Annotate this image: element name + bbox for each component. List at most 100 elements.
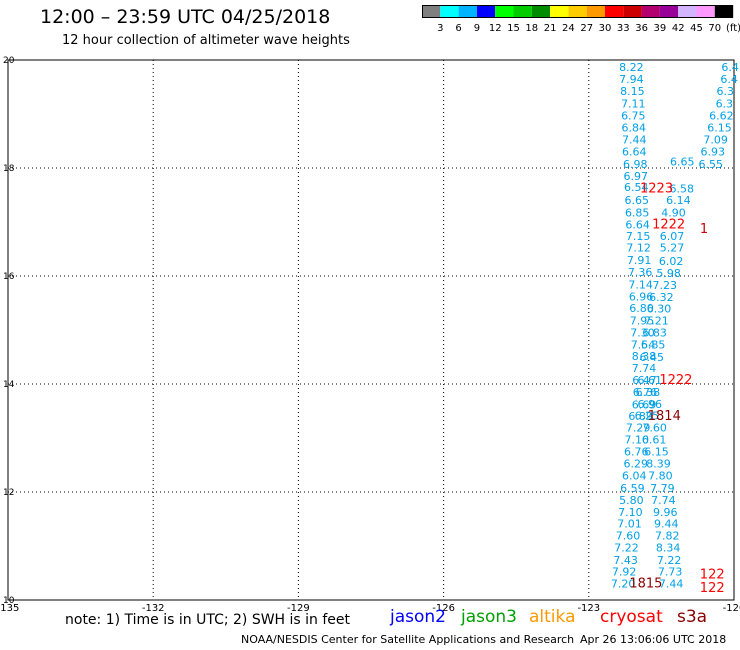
credit-line: NOAA/NESDIS Center for Satellite Applica… — [241, 633, 575, 646]
legend-tick-label: 39 — [654, 23, 667, 34]
pass-time-label: 1815 — [629, 577, 662, 592]
legend-swatch — [623, 5, 642, 18]
wave-height-value: 7.80 — [648, 470, 673, 483]
wave-height-value: 6.38 — [636, 386, 661, 399]
legend-tick-label: 30 — [599, 23, 612, 34]
generated-timestamp: Apr 26 13:06:06 UTC 2018 — [580, 633, 727, 646]
wave-height-value: 6.04 — [622, 470, 647, 483]
legend-tick-label: 33 — [617, 23, 630, 34]
wave-height-value: 6.25 — [635, 410, 660, 423]
lat-tick-label: 20 — [3, 56, 15, 66]
wave-height-value: 6.14 — [666, 194, 691, 207]
lon-tick-label: -120 — [723, 603, 740, 612]
legend-swatch — [440, 5, 459, 18]
wave-height-value: 6.47 — [632, 374, 657, 387]
wave-height-value: 6.02 — [659, 255, 684, 268]
legend-swatch — [641, 5, 660, 18]
wave-height-value: 7.29 — [626, 422, 651, 435]
wave-height-value: 6.15 — [644, 445, 669, 458]
wave-height-value: 6.85 — [625, 207, 650, 220]
wave-height-value: 6.93 — [700, 146, 725, 159]
wave-height-value: 6.29 — [623, 458, 648, 471]
legend-tick-label: 36 — [635, 23, 648, 34]
pass-time-label: 1222 — [659, 373, 692, 388]
pass-time-label: 122 — [700, 581, 725, 596]
wave-height-value: 8.34 — [656, 541, 681, 554]
wave-height-value: 6.4 — [720, 73, 738, 86]
wave-height-value: 7.14 — [628, 278, 653, 291]
wave-height-value: 6.32 — [649, 291, 674, 304]
wave-height-value: 5.27 — [660, 242, 685, 255]
wave-height-value: 6.97 — [623, 170, 648, 183]
wave-height-value: 6.64 — [622, 146, 647, 159]
wave-height-value: 6.07 — [660, 230, 685, 243]
wave-height-value: 6.30 — [647, 303, 672, 316]
wave-height-value: 6.96 — [629, 290, 654, 303]
wave-height-value: 6.76 — [624, 445, 649, 458]
wave-height-value: 6.61 — [638, 374, 663, 387]
wave-height-value: 7.82 — [655, 530, 680, 543]
wave-height-value: 6.55 — [699, 158, 724, 171]
wave-height-value: 6.84 — [622, 121, 647, 134]
wave-height-value: 7.60 — [642, 422, 667, 435]
wave-height-value: 6.15 — [707, 121, 732, 134]
map-subtitle: 12 hour collection of altimeter wave hei… — [62, 33, 350, 48]
wave-height-value: 7.22 — [614, 541, 639, 554]
wave-height-value: 7.44 — [659, 578, 684, 591]
legend-swatch — [696, 5, 715, 18]
legend-swatch — [659, 5, 679, 18]
wave-height-value: 7.23 — [653, 279, 678, 292]
wave-height-value: 4.90 — [661, 207, 686, 220]
legend-swatch — [422, 5, 441, 18]
lon-tick-label: -129 — [287, 603, 310, 612]
wave-height-value: 7.54 — [631, 338, 656, 351]
legend-swatch — [458, 5, 477, 18]
wave-height-value: 6.3 — [717, 85, 735, 98]
legend-unit: (ft) — [726, 23, 740, 34]
legend-s3a: s3a — [677, 607, 708, 627]
wave-height-value: 6.3 — [716, 98, 734, 111]
wave-height-value: 6.69 — [632, 398, 657, 411]
pass-time-label: 1814 — [648, 409, 681, 424]
wave-height-value: 7.21 — [644, 315, 669, 328]
legend-tick-label: 15 — [507, 23, 520, 34]
wave-height-value: 6.61 — [642, 433, 667, 446]
lat-tick-label: 12 — [3, 488, 14, 498]
wave-height-value: 6.98 — [623, 158, 648, 171]
lat-tick-label: 18 — [3, 164, 15, 174]
wave-height-value: 7.95 — [630, 315, 655, 328]
legend-tick-label: 18 — [525, 23, 538, 34]
wave-height-value: 6.65 — [670, 155, 695, 168]
pass-time-label: 1223 — [640, 181, 673, 196]
wave-height-value: 7.01 — [617, 518, 642, 531]
map-title: 12:00 – 23:59 UTC 04/25/2018 — [40, 6, 331, 28]
wave-height-value: 8.38 — [632, 350, 657, 363]
wave-height-value: 6.45 — [639, 351, 664, 364]
wave-height-value: 9.96 — [653, 506, 678, 519]
wave-height-value: 7.15 — [626, 230, 651, 243]
wave-height-value: 7.12 — [626, 242, 651, 255]
pass-time-label: 1 — [700, 222, 708, 237]
lon-tick-label: -132 — [142, 603, 165, 612]
legend-altika: altika — [529, 607, 576, 627]
legend-tick-label: 27 — [580, 23, 593, 34]
wave-height-value: 6.65 — [624, 194, 649, 207]
wave-height-value: 7.11 — [621, 98, 646, 111]
wave-height-value: 6.64 — [625, 218, 650, 231]
legend-tick-label: 42 — [672, 23, 685, 34]
wave-height-value: 8.39 — [646, 458, 671, 471]
wave-height-value: 6.59 — [620, 482, 645, 495]
lat-tick-label: 14 — [3, 380, 15, 390]
lon-tick-label: -135 — [0, 603, 19, 612]
wave-height-value: 6.4 — [721, 61, 739, 74]
wave-height-value: 6.80 — [629, 302, 654, 315]
wave-height-value: 7.09 — [703, 134, 728, 147]
legend-swatch — [550, 5, 569, 18]
legend-swatch — [605, 5, 624, 18]
wave-height-value: 7.10 — [618, 506, 643, 519]
legend-tick-label: 45 — [690, 23, 703, 34]
wave-height-value: 9.44 — [654, 518, 679, 531]
wave-height-value: 7.36 — [628, 266, 653, 279]
legend-swatch — [568, 5, 587, 18]
legend-tick-label: 21 — [544, 23, 557, 34]
